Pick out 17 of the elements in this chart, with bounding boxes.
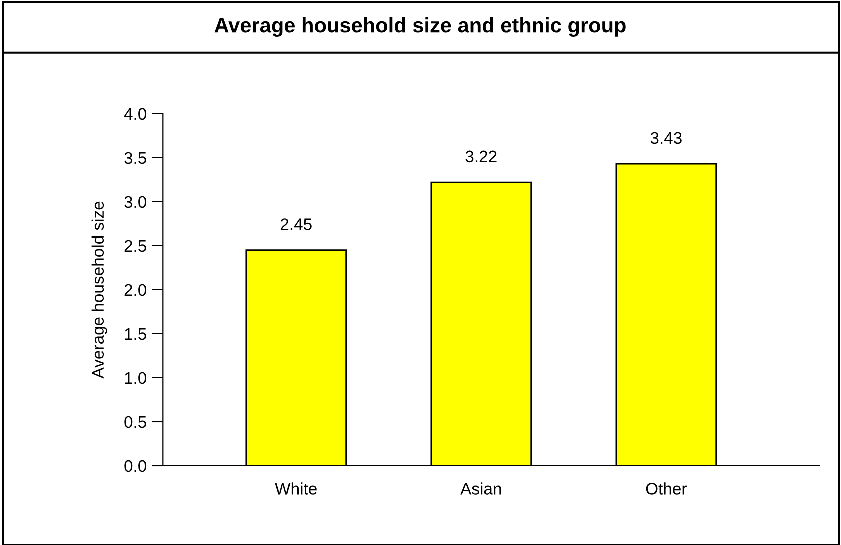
chart-title: Average household size and ethnic group bbox=[214, 17, 626, 38]
x-tick-label: Asian bbox=[460, 482, 502, 495]
x-tick-label: Other bbox=[646, 482, 687, 495]
y-axis-title: Average household size bbox=[92, 202, 108, 379]
y-tick-label: 3.5 bbox=[124, 152, 146, 164]
y-tick-label: 0.5 bbox=[124, 416, 146, 428]
x-tick-label: White bbox=[275, 482, 317, 495]
y-tick-label: 3.0 bbox=[124, 196, 147, 208]
data-label: 2.45 bbox=[280, 218, 312, 230]
y-tick-label: 2.0 bbox=[124, 284, 147, 296]
y-tick-label: 4.0 bbox=[124, 108, 147, 120]
y-tick-label: 2.5 bbox=[124, 240, 146, 252]
y-tick-label: 1.5 bbox=[125, 328, 146, 340]
data-label: 3.43 bbox=[650, 132, 682, 144]
y-tick-label: 0.0 bbox=[124, 460, 147, 472]
data-label: 3.22 bbox=[466, 150, 497, 163]
y-tick-label: 1.0 bbox=[125, 372, 147, 384]
